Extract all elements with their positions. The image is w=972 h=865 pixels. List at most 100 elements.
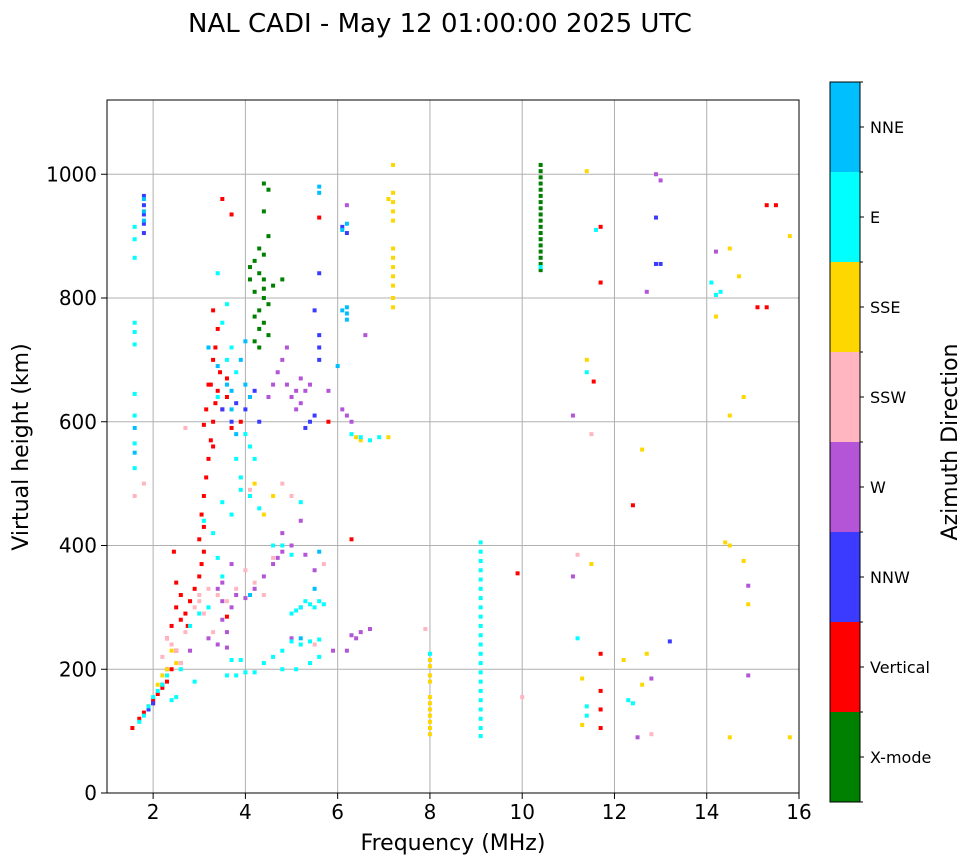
data-point: [289, 552, 294, 557]
data-point: [211, 308, 216, 313]
data-point: [229, 562, 234, 567]
data-point: [580, 676, 585, 681]
data-point: [174, 661, 179, 666]
data-point: [141, 218, 146, 223]
data-point: [229, 419, 234, 424]
data-point: [183, 425, 188, 430]
data-point: [538, 224, 543, 229]
data-point: [478, 623, 483, 628]
data-point: [234, 370, 239, 375]
data-point: [151, 698, 156, 703]
data-point: [141, 481, 146, 486]
data-point: [261, 320, 266, 325]
data-point: [649, 676, 654, 681]
data-point: [644, 651, 649, 656]
data-point: [183, 630, 188, 635]
data-point: [349, 419, 354, 424]
data-point: [538, 231, 543, 236]
data-point: [252, 258, 257, 263]
data-point: [252, 670, 257, 675]
data-point: [478, 614, 483, 619]
data-point: [257, 506, 262, 511]
data-point: [271, 654, 276, 659]
data-point: [478, 688, 483, 693]
data-point: [178, 667, 183, 672]
data-point: [266, 333, 271, 338]
data-point: [312, 413, 317, 418]
data-point: [307, 419, 312, 424]
data-point: [358, 438, 363, 443]
data-point: [284, 382, 289, 387]
data-point: [220, 197, 225, 201]
data-point: [538, 212, 543, 217]
data-point: [658, 178, 663, 183]
data-point: [427, 707, 432, 712]
data-point: [354, 636, 359, 641]
data-point: [718, 289, 723, 294]
data-point: [252, 586, 257, 591]
data-point: [644, 289, 649, 294]
data-point: [169, 648, 174, 653]
data-point: [261, 209, 266, 214]
data-point: [787, 234, 792, 239]
data-point: [303, 425, 308, 430]
data-point: [741, 395, 746, 399]
series-vertical: [130, 197, 778, 731]
data-point: [787, 735, 792, 740]
data-point: [215, 642, 220, 647]
data-point: [151, 695, 156, 700]
data-point: [243, 407, 248, 412]
data-point: [427, 726, 432, 731]
data-point: [575, 552, 580, 557]
x-tick-label: 2: [147, 800, 160, 824]
data-point: [238, 475, 243, 480]
data-point: [215, 364, 220, 369]
data-point: [727, 246, 732, 251]
data-point: [197, 593, 202, 597]
data-point: [538, 243, 543, 248]
data-point: [478, 679, 483, 684]
x-tick-label: 10: [509, 800, 534, 824]
data-point: [174, 580, 179, 585]
data-point: [538, 268, 543, 273]
data-point: [427, 673, 432, 678]
data-point: [238, 487, 243, 492]
data-point: [321, 562, 326, 567]
data-point: [155, 688, 160, 693]
y-tick-label: 200: [59, 657, 97, 681]
data-point: [164, 636, 169, 641]
colorbar-label: SSE: [870, 298, 900, 317]
data-point: [197, 574, 202, 579]
data-point: [478, 734, 483, 739]
data-point: [584, 713, 589, 718]
data-point: [211, 630, 216, 635]
data-point: [257, 246, 262, 251]
data-point: [220, 500, 225, 505]
data-point: [197, 599, 202, 604]
y-tick-label: 800: [59, 286, 97, 310]
data-point: [169, 667, 174, 672]
data-point: [312, 605, 317, 610]
data-point: [155, 692, 160, 696]
data-point: [229, 512, 234, 517]
data-point: [252, 580, 257, 585]
data-point: [171, 549, 176, 554]
data-point: [298, 376, 303, 381]
data-point: [303, 388, 308, 393]
data-point: [160, 654, 165, 659]
data-points: [130, 162, 792, 740]
data-point: [538, 206, 543, 211]
data-point: [344, 413, 349, 418]
y-tick-label: 400: [59, 534, 97, 558]
data-point: [169, 698, 174, 703]
data-point: [160, 685, 165, 690]
data-point: [252, 314, 257, 319]
data-point: [213, 401, 218, 406]
data-point: [178, 617, 183, 622]
x-tick-label: 12: [602, 800, 627, 824]
data-point: [257, 326, 262, 331]
data-point: [626, 698, 631, 703]
data-point: [349, 633, 354, 638]
data-point: [192, 679, 197, 684]
data-point: [141, 209, 146, 214]
